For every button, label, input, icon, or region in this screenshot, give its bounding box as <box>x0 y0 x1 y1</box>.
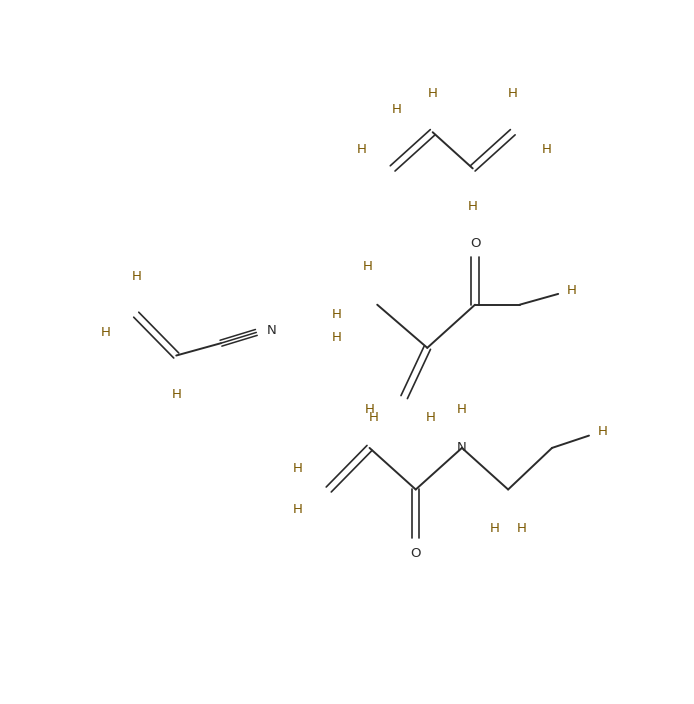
Text: H: H <box>516 522 526 534</box>
Text: H: H <box>332 332 341 344</box>
Text: H: H <box>171 387 181 401</box>
Text: H: H <box>362 260 372 272</box>
Text: H: H <box>457 403 467 416</box>
Text: H: H <box>426 410 436 424</box>
Text: H: H <box>357 143 366 156</box>
Text: N: N <box>267 325 277 337</box>
Text: H: H <box>293 503 303 516</box>
Text: N: N <box>457 441 467 454</box>
Text: H: H <box>542 143 552 156</box>
Text: H: H <box>332 308 341 321</box>
Text: H: H <box>131 270 141 283</box>
Text: H: H <box>598 425 608 439</box>
Text: H: H <box>490 522 500 534</box>
Text: H: H <box>428 87 438 100</box>
Text: H: H <box>567 284 577 296</box>
Text: H: H <box>391 103 401 115</box>
Text: O: O <box>470 237 480 250</box>
Text: H: H <box>293 463 303 475</box>
Text: H: H <box>468 201 477 213</box>
Text: O: O <box>410 547 421 560</box>
Text: H: H <box>101 326 110 339</box>
Text: H: H <box>508 87 518 100</box>
Text: H: H <box>369 410 378 424</box>
Text: H: H <box>364 403 375 416</box>
